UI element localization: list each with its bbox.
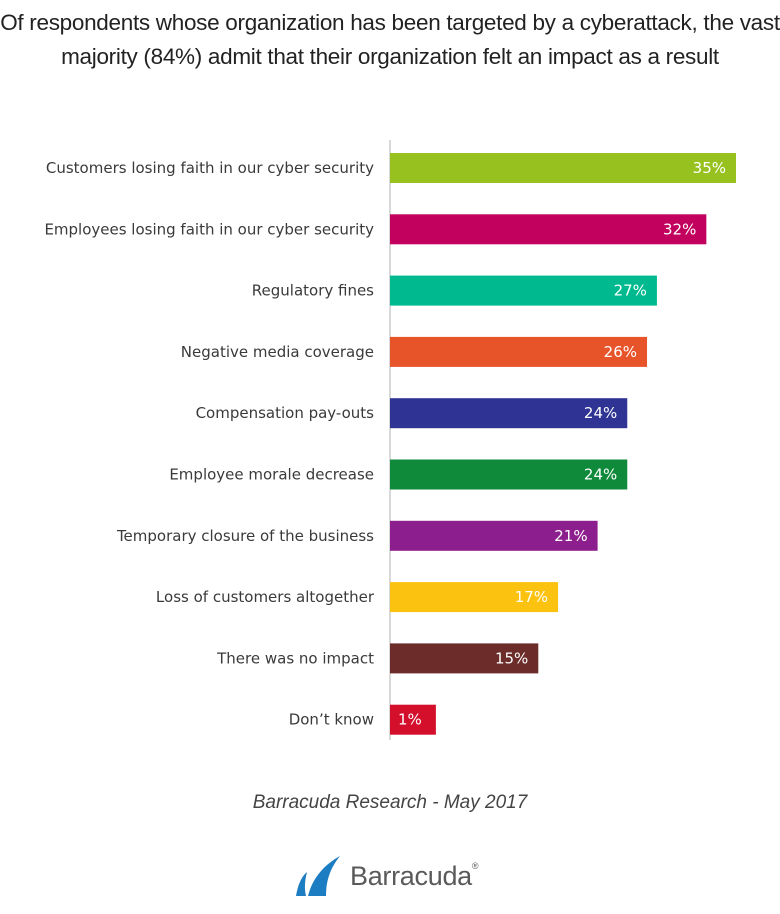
value-label: 1% bbox=[398, 711, 422, 729]
value-label: 24% bbox=[584, 466, 617, 484]
category-label: Temporary closure of the business bbox=[116, 527, 374, 545]
category-label: Compensation pay-outs bbox=[196, 404, 375, 422]
bar bbox=[390, 520, 598, 551]
barracuda-logo: Barracuda® bbox=[292, 850, 479, 902]
bar bbox=[390, 459, 628, 490]
bar bbox=[390, 643, 539, 674]
barracuda-fin-icon bbox=[296, 856, 340, 896]
bar-chart: Customers losing faith in our cyber secu… bbox=[44, 140, 736, 740]
value-label: 15% bbox=[495, 649, 528, 667]
category-label: Regulatory fines bbox=[252, 282, 374, 300]
source-caption: Barracuda Research - May 2017 bbox=[252, 792, 528, 813]
category-label: Loss of customers altogether bbox=[156, 588, 375, 606]
bars-group: Customers losing faith in our cyber secu… bbox=[44, 153, 736, 735]
category-label: Employees losing faith in our cyber secu… bbox=[44, 220, 374, 238]
bar bbox=[390, 275, 657, 306]
barracuda-wordmark: Barracuda® bbox=[350, 860, 479, 891]
category-label: Don’t know bbox=[289, 711, 374, 729]
value-label: 35% bbox=[693, 159, 726, 177]
bar bbox=[390, 398, 628, 429]
bar bbox=[390, 153, 736, 183]
value-label: 21% bbox=[554, 527, 587, 545]
value-label: 17% bbox=[515, 588, 548, 606]
value-label: 26% bbox=[604, 343, 637, 361]
category-label: There was no impact bbox=[216, 649, 374, 667]
bar bbox=[390, 704, 436, 735]
value-label: 27% bbox=[614, 282, 647, 300]
value-label: 32% bbox=[663, 220, 696, 238]
category-label: Employee morale decrease bbox=[169, 466, 374, 484]
bar bbox=[390, 336, 648, 367]
value-label: 24% bbox=[584, 404, 617, 422]
category-label: Customers losing faith in our cyber secu… bbox=[46, 159, 374, 177]
bar bbox=[390, 214, 707, 245]
bar bbox=[390, 582, 559, 613]
category-label: Negative media coverage bbox=[181, 343, 374, 361]
chart-title: Of respondents whose organization has be… bbox=[0, 10, 780, 69]
